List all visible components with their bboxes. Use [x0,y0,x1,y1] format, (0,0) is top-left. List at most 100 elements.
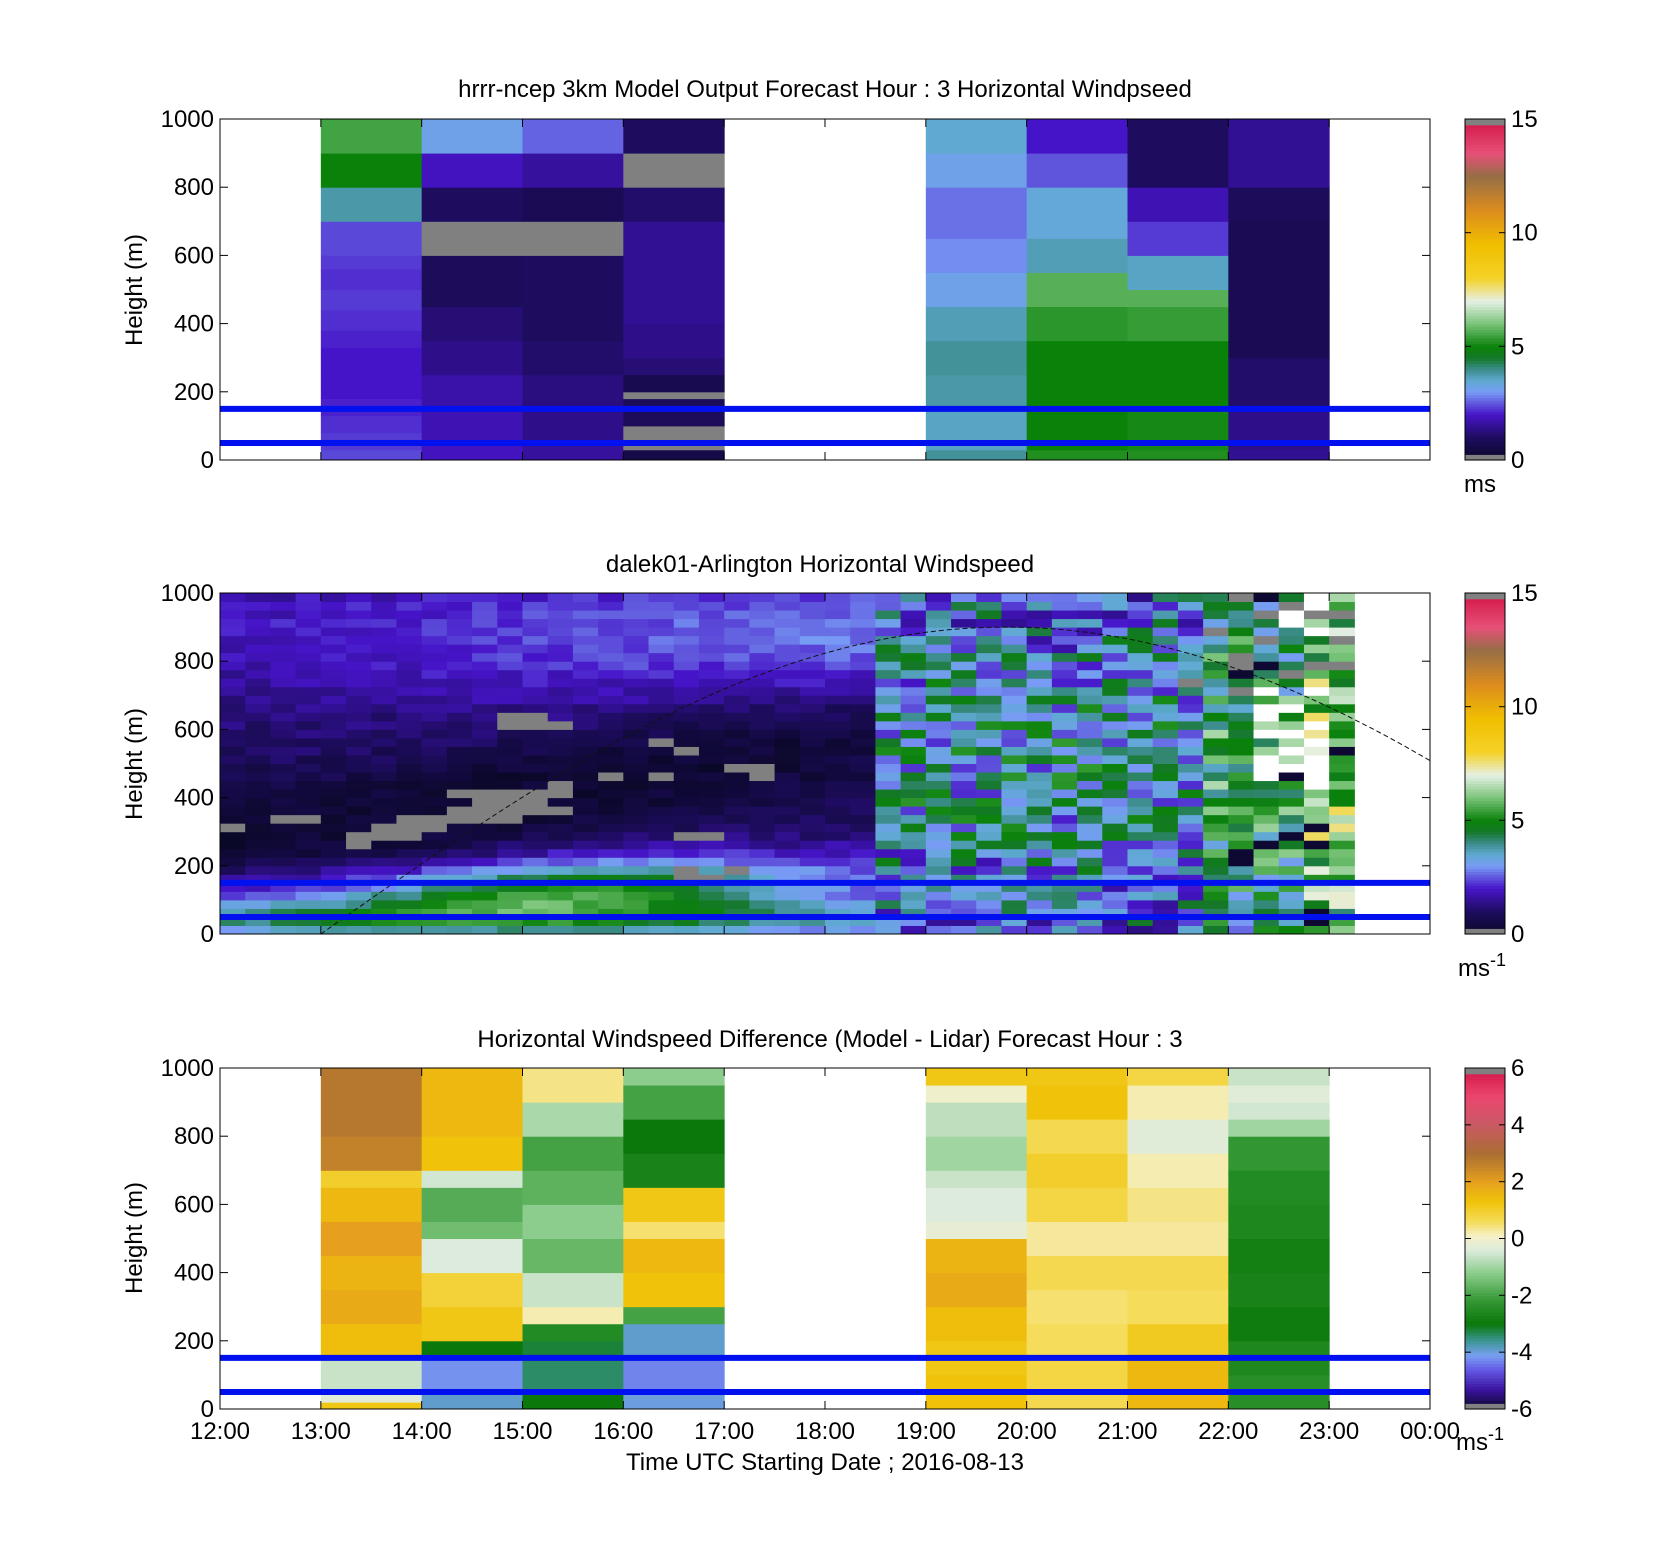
heatmap-cell [648,908,675,918]
colorbar-swatch [1465,729,1505,733]
heatmap-cell [623,1187,725,1222]
heatmap-cell [1077,908,1103,918]
heatmap-cell [1051,797,1078,807]
panel-model-colorbar-unit: ms [1464,471,1496,498]
heatmap-cell [951,635,977,645]
heatmap-cell [1203,635,1229,645]
heatmap-cell [245,925,271,934]
heatmap-cell [1177,695,1204,705]
heatmap-cell [598,806,624,816]
heatmap-cell [623,1085,725,1120]
heatmap-cell [220,652,246,662]
colorbar-swatch [1465,1264,1505,1268]
heatmap-cell [724,652,750,662]
heatmap-cell [320,840,347,850]
colorbar-swatch [1465,278,1505,282]
heatmap-cell [346,840,372,850]
heatmap-cell [421,737,448,747]
colorbar-swatch [1465,150,1505,154]
heatmap-cell [572,635,599,645]
heatmap-cell [850,848,876,858]
heatmap-cell [976,823,1002,833]
heatmap-cell [598,925,624,934]
heatmap-cell [1253,635,1280,645]
heatmap-cell [1228,729,1255,739]
heatmap-cell [346,848,372,858]
heatmap-cell [320,814,347,824]
heatmap-cell [698,916,725,926]
heatmap-cell [572,925,599,934]
heatmap-cell [1278,763,1305,773]
colorbar-swatch [1465,1139,1505,1143]
heatmap-cell [825,925,851,934]
x-tick-label: 19:00 [896,1418,956,1445]
colorbar-swatch [1465,638,1505,642]
colorbar-swatch [1465,292,1505,296]
heatmap-cell [1051,916,1078,926]
colorbar-swatch [1465,598,1505,603]
colorbar-swatch [1465,593,1505,597]
heatmap-cell [1102,780,1128,790]
heatmap-cell [245,729,271,739]
heatmap-cell [1077,627,1103,637]
heatmap-cell [1077,806,1103,816]
heatmap-cell [572,840,599,850]
colorbar-swatch [1465,320,1505,325]
heatmap-cell [799,899,826,909]
heatmap-cell [774,925,801,934]
colorbar-swatch [1465,1210,1505,1214]
heatmap-cell [598,840,624,850]
heatmap-cell [1026,669,1053,679]
heatmap-cell [875,916,902,926]
heatmap-cell [446,891,473,901]
heatmap-cell [623,865,650,875]
heatmap-cell [497,823,523,833]
heatmap-cell [346,882,372,892]
colorbar-swatch [1465,1326,1505,1331]
heatmap-cell [951,899,977,909]
heatmap-cell [1278,695,1305,705]
heatmap-cell [1001,678,1028,688]
heatmap-cell [1127,306,1229,342]
heatmap-cell [1026,618,1053,628]
heatmap-cell [1152,865,1179,875]
heatmap-cell [673,899,700,909]
heatmap-cell [724,729,750,739]
heatmap-cell [623,899,650,909]
heatmap-cell [799,882,826,892]
colorbar-swatch [1465,766,1505,770]
heatmap-cell [1228,789,1255,799]
heatmap-cell [1026,1323,1128,1359]
heatmap-cell [951,874,977,884]
heatmap-cell [396,763,423,773]
heatmap-cell [749,874,776,884]
heatmap-cell [825,840,851,850]
heatmap-cell [497,644,523,654]
heatmap-cell [270,814,297,824]
heatmap-cell [1329,891,1355,901]
heatmap-cell [522,408,624,444]
heatmap-cell [1278,610,1305,620]
heatmap-cell [1329,908,1355,918]
heatmap-cell [1203,695,1229,705]
colorbar-swatch [1465,1406,1505,1410]
heatmap-cell [1253,610,1280,620]
heatmap-cell [1127,712,1154,722]
heatmap-cell [472,814,498,824]
colorbar-swatch [1465,698,1505,702]
colorbar-swatch [1465,737,1505,742]
heatmap-cell [925,720,952,730]
heatmap-cell [900,882,927,892]
heatmap-cell [1253,882,1280,892]
heatmap-cell [900,848,927,858]
colorbar-swatch [1465,882,1505,887]
colorbar-swatch [1465,726,1505,730]
heatmap-cell [245,618,271,628]
heatmap-cell [598,610,624,620]
heatmap-cell [774,882,801,892]
heatmap-cell [270,908,297,918]
heatmap-cell [724,831,750,841]
heatmap-cell [774,772,801,782]
heatmap-cell [220,763,246,773]
heatmap-cell [320,891,347,901]
